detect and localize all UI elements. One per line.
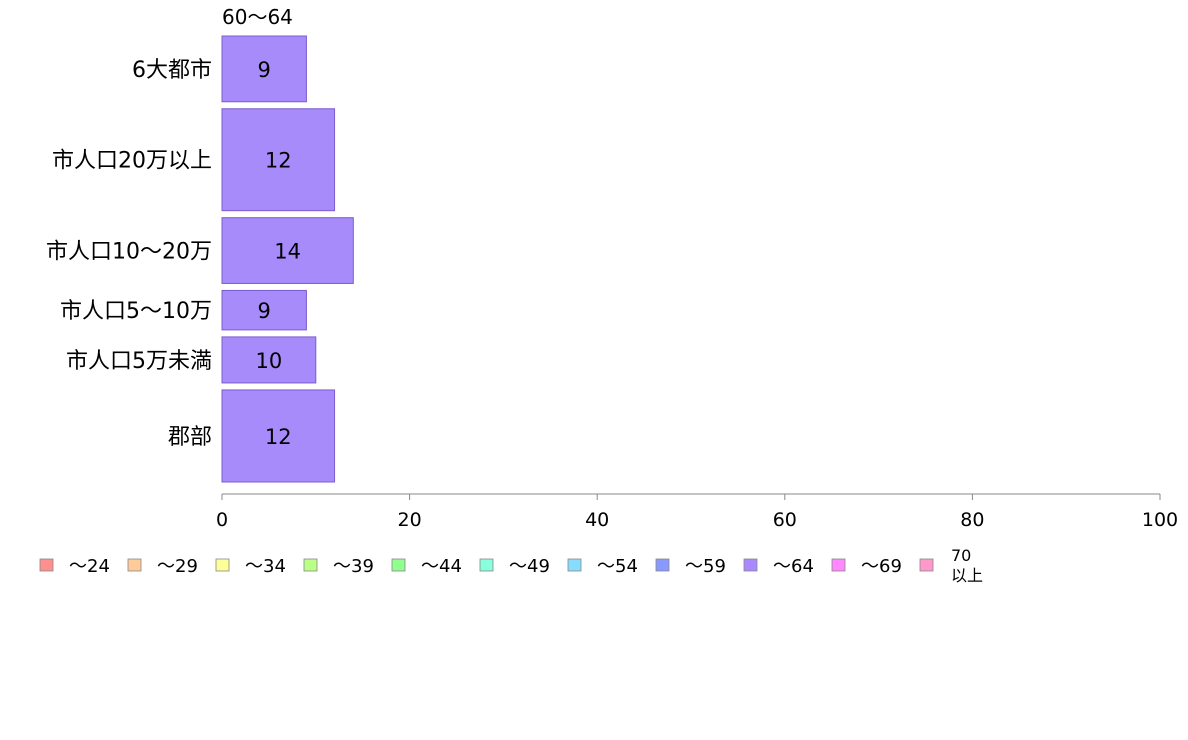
bar-value-label-1: 12 — [265, 149, 292, 173]
legend-swatch-9 — [831, 558, 846, 572]
x-tick-label-5: 100 — [1142, 509, 1178, 531]
legend-swatch-1 — [127, 558, 142, 572]
legend-label-4: 〜44 — [421, 556, 462, 577]
legend-label-9: 〜69 — [861, 556, 902, 577]
legend-swatch-0 — [39, 558, 54, 572]
legend-swatch-8 — [743, 558, 758, 572]
legend-label-3: 〜39 — [333, 556, 374, 577]
bar-value-label-3: 9 — [258, 299, 271, 323]
bar-value-label-5: 12 — [265, 425, 292, 449]
legend-label-8: 〜64 — [773, 556, 814, 577]
legend-swatch-3 — [303, 558, 318, 572]
legend-label-7: 〜59 — [685, 556, 726, 577]
bar-0[interactable] — [221, 35, 307, 103]
legend-swatch-10 — [919, 558, 934, 572]
bar-5[interactable] — [221, 389, 336, 483]
bar-2[interactable] — [221, 217, 354, 284]
legend-swatch-6 — [567, 558, 582, 572]
legend-swatch-4 — [391, 558, 406, 572]
x-tick-label-1: 20 — [398, 509, 422, 531]
category-label-0: 6大都市 — [132, 58, 212, 83]
x-tick-label-0: 0 — [216, 509, 228, 531]
legend-swatch-7 — [655, 558, 670, 572]
legend-label-1: 〜29 — [157, 556, 198, 577]
legend-label-0: 〜24 — [69, 556, 110, 577]
bar-4[interactable] — [221, 336, 317, 384]
legend-swatch-5 — [479, 558, 494, 572]
bar-value-label-4: 10 — [256, 349, 283, 373]
legend-label-2: 〜34 — [245, 556, 286, 577]
x-tick-label-3: 60 — [773, 509, 797, 531]
bar-3[interactable] — [221, 289, 307, 331]
category-label-1: 市人口20万以上 — [52, 149, 212, 174]
column-header: 60〜64 — [222, 5, 293, 29]
legend-swatch-2 — [215, 558, 230, 572]
category-label-2: 市人口10〜20万 — [46, 240, 212, 265]
legend-label-6: 〜54 — [597, 556, 638, 577]
legend-label-5: 〜49 — [509, 556, 550, 577]
bar-value-label-2: 14 — [274, 240, 301, 264]
category-label-3: 市人口5〜10万 — [60, 299, 212, 324]
bar-1[interactable] — [221, 108, 336, 212]
legend-label-10: 70 以上 — [951, 546, 983, 585]
x-tick-label-4: 80 — [960, 509, 984, 531]
category-label-4: 市人口5万未満 — [66, 349, 212, 374]
x-tick-label-2: 40 — [585, 509, 609, 531]
category-label-5: 郡部 — [168, 425, 212, 450]
bar-value-label-0: 9 — [258, 58, 271, 82]
